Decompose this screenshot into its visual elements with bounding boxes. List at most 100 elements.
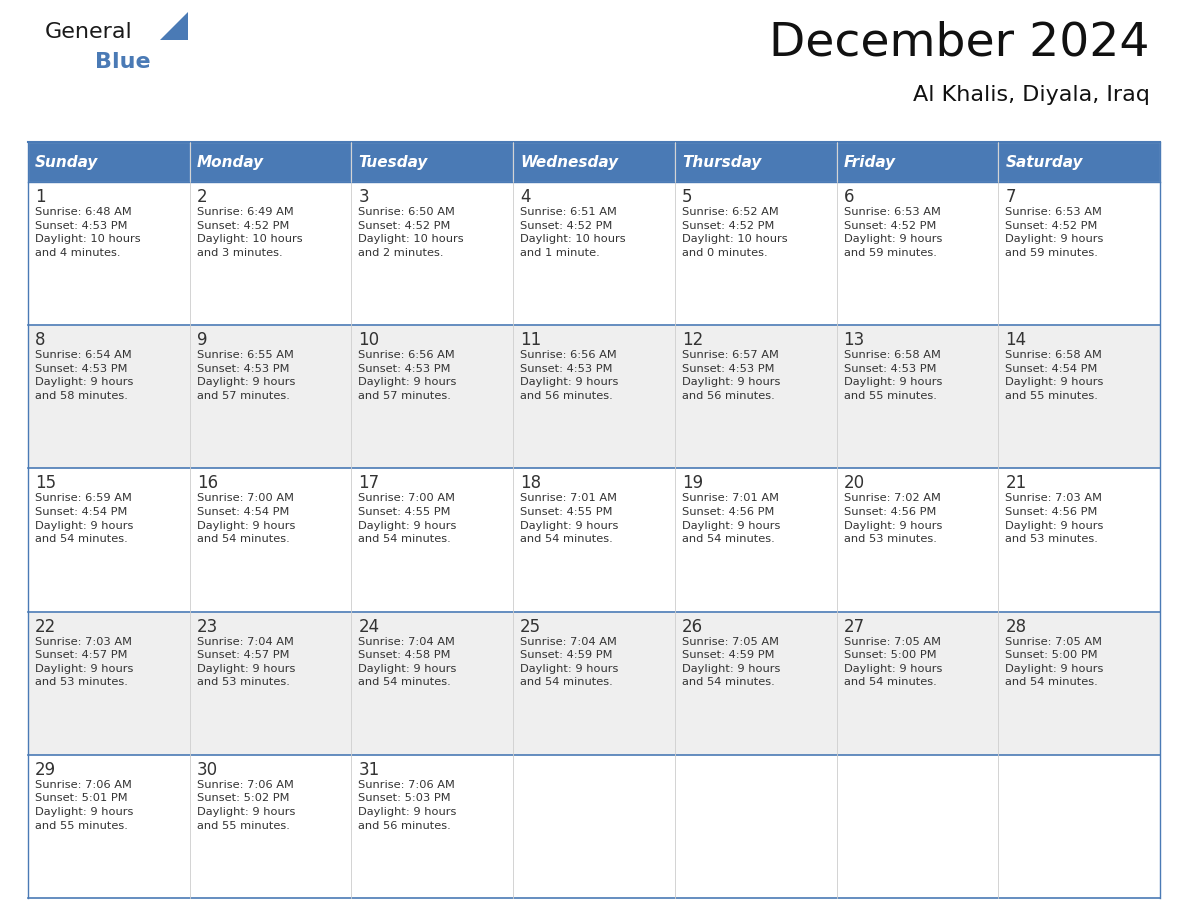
- Text: Sunrise: 7:06 AM
Sunset: 5:01 PM
Daylight: 9 hours
and 55 minutes.: Sunrise: 7:06 AM Sunset: 5:01 PM Dayligh…: [34, 779, 133, 831]
- Text: 24: 24: [359, 618, 379, 635]
- Bar: [675, 611, 836, 755]
- Text: Sunrise: 7:01 AM
Sunset: 4:55 PM
Daylight: 9 hours
and 54 minutes.: Sunrise: 7:01 AM Sunset: 4:55 PM Dayligh…: [520, 493, 619, 544]
- Text: Sunrise: 7:06 AM
Sunset: 5:03 PM
Daylight: 9 hours
and 56 minutes.: Sunrise: 7:06 AM Sunset: 5:03 PM Dayligh…: [359, 779, 457, 831]
- Bar: [836, 611, 998, 755]
- Bar: [190, 611, 352, 755]
- Bar: [190, 142, 352, 182]
- Text: 16: 16: [197, 475, 217, 492]
- Text: 12: 12: [682, 331, 703, 349]
- Bar: [29, 182, 190, 325]
- Text: Wednesday: Wednesday: [520, 154, 618, 170]
- Bar: [998, 755, 1159, 898]
- Text: 30: 30: [197, 761, 217, 778]
- Text: 8: 8: [34, 331, 45, 349]
- Bar: [352, 611, 513, 755]
- Text: Sunrise: 6:50 AM
Sunset: 4:52 PM
Daylight: 10 hours
and 2 minutes.: Sunrise: 6:50 AM Sunset: 4:52 PM Dayligh…: [359, 207, 465, 258]
- Text: Sunrise: 6:55 AM
Sunset: 4:53 PM
Daylight: 9 hours
and 57 minutes.: Sunrise: 6:55 AM Sunset: 4:53 PM Dayligh…: [197, 350, 295, 401]
- Text: 20: 20: [843, 475, 865, 492]
- Text: 7: 7: [1005, 188, 1016, 206]
- Bar: [675, 755, 836, 898]
- Bar: [352, 468, 513, 611]
- Text: Sunrise: 6:51 AM
Sunset: 4:52 PM
Daylight: 10 hours
and 1 minute.: Sunrise: 6:51 AM Sunset: 4:52 PM Dayligh…: [520, 207, 626, 258]
- Bar: [675, 468, 836, 611]
- Text: 19: 19: [682, 475, 703, 492]
- Text: Sunrise: 6:52 AM
Sunset: 4:52 PM
Daylight: 10 hours
and 0 minutes.: Sunrise: 6:52 AM Sunset: 4:52 PM Dayligh…: [682, 207, 788, 258]
- Bar: [190, 755, 352, 898]
- Text: 29: 29: [34, 761, 56, 778]
- Text: 27: 27: [843, 618, 865, 635]
- Text: Blue: Blue: [95, 52, 151, 72]
- Text: 3: 3: [359, 188, 369, 206]
- Text: Sunrise: 7:05 AM
Sunset: 5:00 PM
Daylight: 9 hours
and 54 minutes.: Sunrise: 7:05 AM Sunset: 5:00 PM Dayligh…: [843, 636, 942, 688]
- Text: Sunrise: 7:00 AM
Sunset: 4:54 PM
Daylight: 9 hours
and 54 minutes.: Sunrise: 7:00 AM Sunset: 4:54 PM Dayligh…: [197, 493, 295, 544]
- Bar: [836, 755, 998, 898]
- Bar: [836, 325, 998, 468]
- Text: 4: 4: [520, 188, 531, 206]
- Bar: [513, 325, 675, 468]
- Text: December 2024: December 2024: [770, 20, 1150, 65]
- Text: Sunrise: 7:05 AM
Sunset: 5:00 PM
Daylight: 9 hours
and 54 minutes.: Sunrise: 7:05 AM Sunset: 5:00 PM Dayligh…: [1005, 636, 1104, 688]
- Text: Sunrise: 7:01 AM
Sunset: 4:56 PM
Daylight: 9 hours
and 54 minutes.: Sunrise: 7:01 AM Sunset: 4:56 PM Dayligh…: [682, 493, 781, 544]
- Bar: [998, 182, 1159, 325]
- Bar: [998, 468, 1159, 611]
- Text: Sunrise: 6:53 AM
Sunset: 4:52 PM
Daylight: 9 hours
and 59 minutes.: Sunrise: 6:53 AM Sunset: 4:52 PM Dayligh…: [1005, 207, 1104, 258]
- Text: Al Khalis, Diyala, Iraq: Al Khalis, Diyala, Iraq: [914, 85, 1150, 105]
- Text: 25: 25: [520, 618, 542, 635]
- Bar: [190, 182, 352, 325]
- Bar: [513, 468, 675, 611]
- Text: 21: 21: [1005, 475, 1026, 492]
- Bar: [190, 468, 352, 611]
- Text: Sunrise: 7:06 AM
Sunset: 5:02 PM
Daylight: 9 hours
and 55 minutes.: Sunrise: 7:06 AM Sunset: 5:02 PM Dayligh…: [197, 779, 295, 831]
- Text: Saturday: Saturday: [1005, 154, 1082, 170]
- Text: Sunday: Sunday: [34, 154, 99, 170]
- Bar: [352, 325, 513, 468]
- Text: 17: 17: [359, 475, 379, 492]
- Text: 31: 31: [359, 761, 380, 778]
- Text: 14: 14: [1005, 331, 1026, 349]
- Text: Sunrise: 7:04 AM
Sunset: 4:58 PM
Daylight: 9 hours
and 54 minutes.: Sunrise: 7:04 AM Sunset: 4:58 PM Dayligh…: [359, 636, 457, 688]
- Bar: [513, 182, 675, 325]
- Text: Sunrise: 6:56 AM
Sunset: 4:53 PM
Daylight: 9 hours
and 56 minutes.: Sunrise: 6:56 AM Sunset: 4:53 PM Dayligh…: [520, 350, 619, 401]
- Bar: [513, 142, 675, 182]
- Text: Sunrise: 6:54 AM
Sunset: 4:53 PM
Daylight: 9 hours
and 58 minutes.: Sunrise: 6:54 AM Sunset: 4:53 PM Dayligh…: [34, 350, 133, 401]
- Text: 28: 28: [1005, 618, 1026, 635]
- Text: 26: 26: [682, 618, 703, 635]
- Text: Monday: Monday: [197, 154, 264, 170]
- Bar: [29, 325, 190, 468]
- Text: Friday: Friday: [843, 154, 896, 170]
- Text: Sunrise: 6:58 AM
Sunset: 4:54 PM
Daylight: 9 hours
and 55 minutes.: Sunrise: 6:58 AM Sunset: 4:54 PM Dayligh…: [1005, 350, 1104, 401]
- Text: Sunrise: 7:04 AM
Sunset: 4:59 PM
Daylight: 9 hours
and 54 minutes.: Sunrise: 7:04 AM Sunset: 4:59 PM Dayligh…: [520, 636, 619, 688]
- Text: 2: 2: [197, 188, 208, 206]
- Bar: [836, 142, 998, 182]
- Text: 10: 10: [359, 331, 379, 349]
- Text: Tuesday: Tuesday: [359, 154, 428, 170]
- Text: 11: 11: [520, 331, 542, 349]
- Text: 23: 23: [197, 618, 217, 635]
- Text: Sunrise: 7:02 AM
Sunset: 4:56 PM
Daylight: 9 hours
and 53 minutes.: Sunrise: 7:02 AM Sunset: 4:56 PM Dayligh…: [843, 493, 942, 544]
- Text: Sunrise: 7:03 AM
Sunset: 4:57 PM
Daylight: 9 hours
and 53 minutes.: Sunrise: 7:03 AM Sunset: 4:57 PM Dayligh…: [34, 636, 133, 688]
- Text: Sunrise: 6:59 AM
Sunset: 4:54 PM
Daylight: 9 hours
and 54 minutes.: Sunrise: 6:59 AM Sunset: 4:54 PM Dayligh…: [34, 493, 133, 544]
- Text: Sunrise: 6:57 AM
Sunset: 4:53 PM
Daylight: 9 hours
and 56 minutes.: Sunrise: 6:57 AM Sunset: 4:53 PM Dayligh…: [682, 350, 781, 401]
- Bar: [29, 468, 190, 611]
- Text: Sunrise: 6:53 AM
Sunset: 4:52 PM
Daylight: 9 hours
and 59 minutes.: Sunrise: 6:53 AM Sunset: 4:52 PM Dayligh…: [843, 207, 942, 258]
- Text: Sunrise: 7:05 AM
Sunset: 4:59 PM
Daylight: 9 hours
and 54 minutes.: Sunrise: 7:05 AM Sunset: 4:59 PM Dayligh…: [682, 636, 781, 688]
- Text: Thursday: Thursday: [682, 154, 762, 170]
- Text: Sunrise: 6:49 AM
Sunset: 4:52 PM
Daylight: 10 hours
and 3 minutes.: Sunrise: 6:49 AM Sunset: 4:52 PM Dayligh…: [197, 207, 302, 258]
- Polygon shape: [160, 12, 188, 40]
- Bar: [352, 142, 513, 182]
- Text: 22: 22: [34, 618, 56, 635]
- Bar: [836, 182, 998, 325]
- Text: Sunrise: 7:04 AM
Sunset: 4:57 PM
Daylight: 9 hours
and 53 minutes.: Sunrise: 7:04 AM Sunset: 4:57 PM Dayligh…: [197, 636, 295, 688]
- Bar: [29, 611, 190, 755]
- Bar: [513, 611, 675, 755]
- Text: Sunrise: 7:03 AM
Sunset: 4:56 PM
Daylight: 9 hours
and 53 minutes.: Sunrise: 7:03 AM Sunset: 4:56 PM Dayligh…: [1005, 493, 1104, 544]
- Bar: [836, 468, 998, 611]
- Text: Sunrise: 6:58 AM
Sunset: 4:53 PM
Daylight: 9 hours
and 55 minutes.: Sunrise: 6:58 AM Sunset: 4:53 PM Dayligh…: [843, 350, 942, 401]
- Bar: [513, 755, 675, 898]
- Bar: [998, 325, 1159, 468]
- Bar: [352, 182, 513, 325]
- Text: 13: 13: [843, 331, 865, 349]
- Bar: [190, 325, 352, 468]
- Bar: [352, 755, 513, 898]
- Text: Sunrise: 6:48 AM
Sunset: 4:53 PM
Daylight: 10 hours
and 4 minutes.: Sunrise: 6:48 AM Sunset: 4:53 PM Dayligh…: [34, 207, 140, 258]
